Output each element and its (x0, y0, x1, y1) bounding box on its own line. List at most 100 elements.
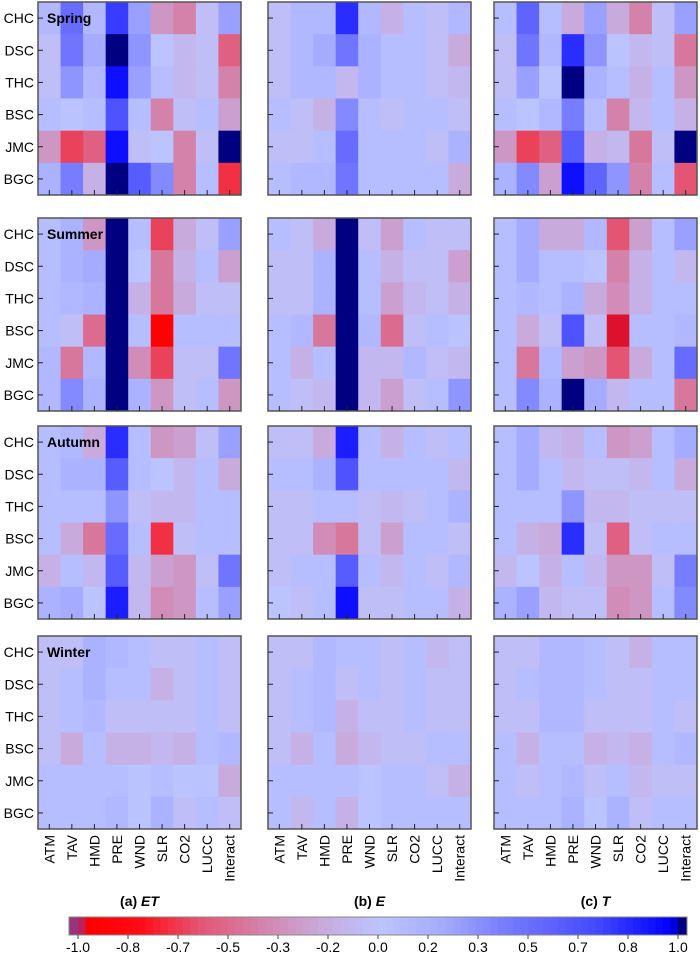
heatmap-cell (358, 130, 382, 164)
heatmap-cell (83, 2, 107, 35)
heatmap-cell (335, 66, 359, 99)
heatmap-cell (403, 636, 427, 669)
heatmap-cell (651, 732, 675, 766)
heatmap-cell (150, 426, 174, 459)
heatmap-cell (516, 554, 540, 588)
heatmap-cell (358, 490, 382, 523)
heatmap-cell (150, 282, 174, 315)
heatmap-cell (494, 490, 517, 523)
heatmap-cell (83, 700, 107, 733)
heatmap-cell (173, 162, 197, 196)
heatmap-cell (403, 796, 427, 830)
heatmap-cell (313, 764, 337, 798)
heatmap-cell (539, 2, 563, 35)
heatmap-cell (606, 378, 630, 412)
x-axis-label: HMD (86, 835, 102, 867)
heatmap-cell (448, 586, 472, 620)
x-axis-label: LUCC (429, 835, 445, 873)
heatmap-cell (539, 98, 563, 132)
heatmap-cell (335, 586, 359, 620)
heatmap-cell (38, 314, 61, 348)
heatmap-cell (403, 162, 427, 196)
heatmap-cell (494, 426, 517, 459)
heatmap-cell (629, 34, 653, 67)
heatmap-cell (358, 66, 382, 99)
colorbar-segment (333, 917, 341, 935)
heatmap-cell (380, 34, 404, 67)
heatmap-cell (290, 66, 314, 99)
x-axis-label: TAV (64, 834, 80, 860)
heatmap-cell (584, 130, 608, 164)
colorbar-segment (69, 917, 79, 935)
heatmap-cell (516, 66, 540, 99)
heatmap-cell (290, 378, 314, 412)
heatmap-cell (539, 250, 563, 283)
heatmap-cell (290, 162, 314, 196)
heatmap-cell (403, 522, 427, 556)
heatmap-cell (674, 66, 698, 99)
colorbar-tick-label: -0.8 (116, 939, 140, 955)
heatmap-cell (584, 98, 608, 132)
heatmap-cell (60, 378, 84, 412)
heatmap-cell (173, 34, 197, 67)
colorbar-segment (183, 917, 191, 935)
heatmap-cell (674, 346, 698, 380)
heatmap-cell (195, 522, 219, 556)
heatmap-cell (539, 522, 563, 556)
heatmap-cell (516, 378, 540, 412)
heatmap-cell (425, 250, 449, 283)
heatmap-cell (403, 426, 427, 459)
heatmap-cell (629, 522, 653, 556)
heatmap-cell (584, 764, 608, 798)
heatmap-cell (38, 282, 61, 315)
heatmap-cell (60, 130, 84, 164)
heatmap-cell (629, 668, 653, 701)
row-label: THC (5, 708, 34, 724)
heatmap-cell (651, 764, 675, 798)
heatmap-cell (358, 282, 382, 315)
heatmap-cell (173, 700, 197, 733)
heatmap-cell (60, 586, 84, 620)
colorbar-segment (513, 917, 521, 935)
heatmap-cell (313, 490, 337, 523)
heatmap-cell (448, 700, 472, 733)
heatmap-cell (448, 346, 472, 380)
heatmap-cell (335, 522, 359, 556)
heatmap-cell (629, 162, 653, 196)
heatmap-cell (539, 346, 563, 380)
heatmap-cell (290, 636, 314, 669)
heatmap-cell (561, 636, 585, 669)
heatmap-cell (358, 458, 382, 491)
heatmap-cell (539, 732, 563, 766)
heatmap-cell (403, 2, 427, 35)
heatmap-cell (60, 668, 84, 701)
heatmap-cell (425, 2, 449, 35)
heatmap-cell (290, 554, 314, 588)
heatmap-cell (60, 34, 84, 67)
colorbar-segment (655, 917, 664, 935)
heatmap-cell (584, 490, 608, 523)
heatmap-cell (606, 314, 630, 348)
heatmap-cell (150, 218, 174, 251)
heatmap-cell (674, 796, 698, 830)
colorbar-segment (438, 917, 446, 935)
heatmap-cell (128, 522, 152, 556)
heatmap-cell (380, 66, 404, 99)
colorbar-segment (340, 917, 349, 935)
heatmap-cell (425, 218, 449, 251)
heatmap-cell (358, 732, 382, 766)
heatmap-cell (313, 250, 337, 283)
heatmap-cell (380, 458, 404, 491)
colorbar-segment (565, 917, 574, 935)
heatmap-cell (128, 764, 152, 798)
heatmap-cell (105, 732, 129, 766)
colorbar-segment (610, 917, 619, 935)
heatmap-cell (335, 554, 359, 588)
heatmap-cell (380, 218, 404, 251)
colorbar-segment (385, 917, 394, 935)
heatmap-cell (516, 426, 540, 459)
heatmap-cell (494, 458, 517, 491)
heatmap-cell (290, 796, 314, 830)
x-axis-label: CO2 (407, 835, 423, 864)
heatmap-cell (173, 346, 197, 380)
